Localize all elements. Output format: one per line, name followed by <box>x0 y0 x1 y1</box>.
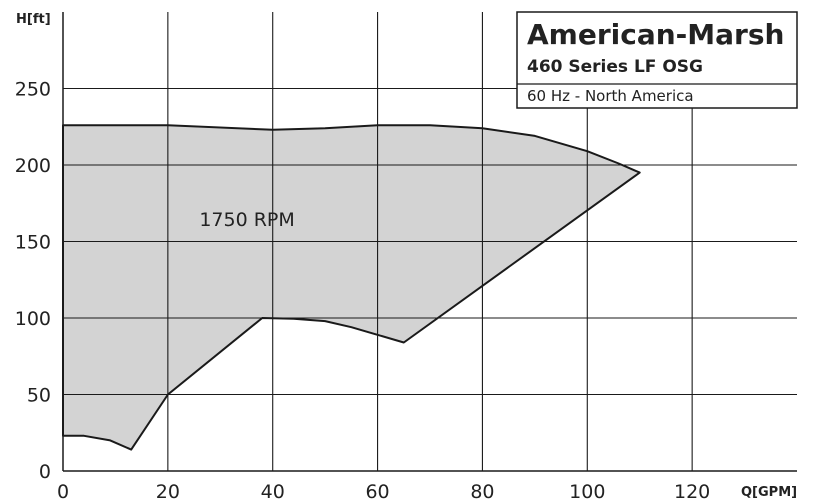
x-tick-label-20: 20 <box>156 481 180 502</box>
y-tick-label-0: 0 <box>39 461 51 483</box>
outline-layer <box>62 124 641 451</box>
y-tick-label-100: 100 <box>15 308 51 330</box>
title-note: 60 Hz - North America <box>527 87 694 105</box>
title-block: American-Marsh 460 Series LF OSG 60 Hz -… <box>516 11 798 109</box>
title-brand: American-Marsh <box>527 18 784 51</box>
y-tick-label-200: 200 <box>15 155 51 177</box>
tick-layer: 0 20 40 60 80 100 120 0 50 100 150 200 250 <box>15 79 711 502</box>
x-tick-label-60: 60 <box>365 481 389 502</box>
title-series: 460 Series LF OSG <box>527 57 703 77</box>
y-axis-label: H[ft] <box>16 12 51 27</box>
region-label-1750-rpm: 1750 RPM <box>199 209 294 231</box>
x-tick-label-0: 0 <box>57 481 69 502</box>
x-tick-label-40: 40 <box>261 481 285 502</box>
title-block-frame <box>516 11 798 109</box>
y-tick-label-250: 250 <box>15 79 51 101</box>
operating-region-outline-0 <box>62 124 641 451</box>
x-tick-label-80: 80 <box>470 481 494 502</box>
x-tick-label-100: 100 <box>569 481 605 502</box>
x-tick-label-120: 120 <box>674 481 710 502</box>
x-axis-label: Q[GPM] <box>741 485 797 500</box>
y-tick-label-150: 150 <box>15 232 51 254</box>
y-tick-label-50: 50 <box>27 385 51 407</box>
region-layer <box>63 125 640 450</box>
operating-region-fill-0 <box>63 125 640 450</box>
